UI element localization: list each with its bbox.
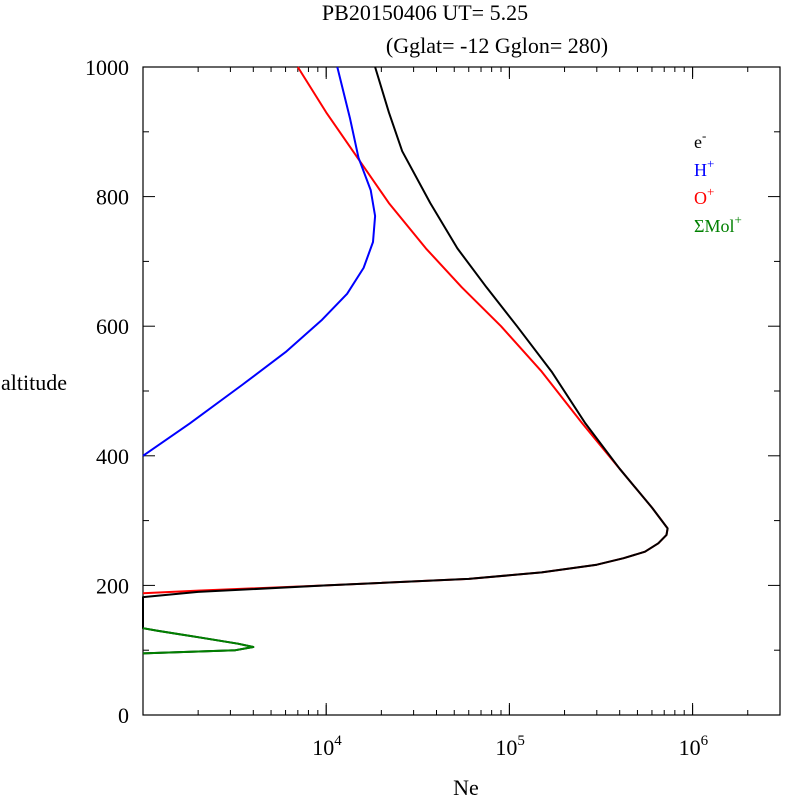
x-tick-label: 106: [679, 733, 709, 760]
x-major-ticks: 104 105 106: [312, 67, 709, 760]
y-tick-label: 0: [118, 703, 129, 728]
x-tick-label: 105: [495, 733, 524, 760]
y-tick-label: 800: [96, 185, 129, 210]
y-tick-label: 600: [96, 314, 129, 339]
legend: e- H+ O+ ΣMol+: [694, 128, 742, 236]
y-tick-label: 200: [96, 573, 129, 598]
legend-entry: O+: [694, 184, 714, 208]
y-ticks: 0 200 400 600 800 1000: [85, 55, 780, 728]
legend-entry: ΣMol+: [694, 212, 742, 236]
chart-title-line-1: PB20150406 UT= 5.25: [322, 0, 528, 25]
series-line-1: [142, 66, 669, 595]
y-tick-label: 400: [96, 444, 129, 469]
x-tick-label: 104: [312, 733, 342, 760]
x-minor-ticks: [142, 67, 781, 715]
series-lines: [142, 66, 669, 655]
y-tick-label: 1000: [85, 55, 129, 80]
plot-frame: [142, 66, 781, 716]
series-line-3: [142, 66, 669, 655]
x-axis-label: Ne: [453, 775, 479, 796]
legend-entry: H+: [694, 156, 714, 180]
legend-entry: e-: [694, 128, 706, 152]
y-axis-label: altitude: [1, 370, 67, 395]
series-line-2: [142, 66, 377, 457]
series-line-4: [142, 627, 255, 655]
chart-title-line-2: (Gglat= -12 Gglon= 280): [386, 33, 608, 58]
